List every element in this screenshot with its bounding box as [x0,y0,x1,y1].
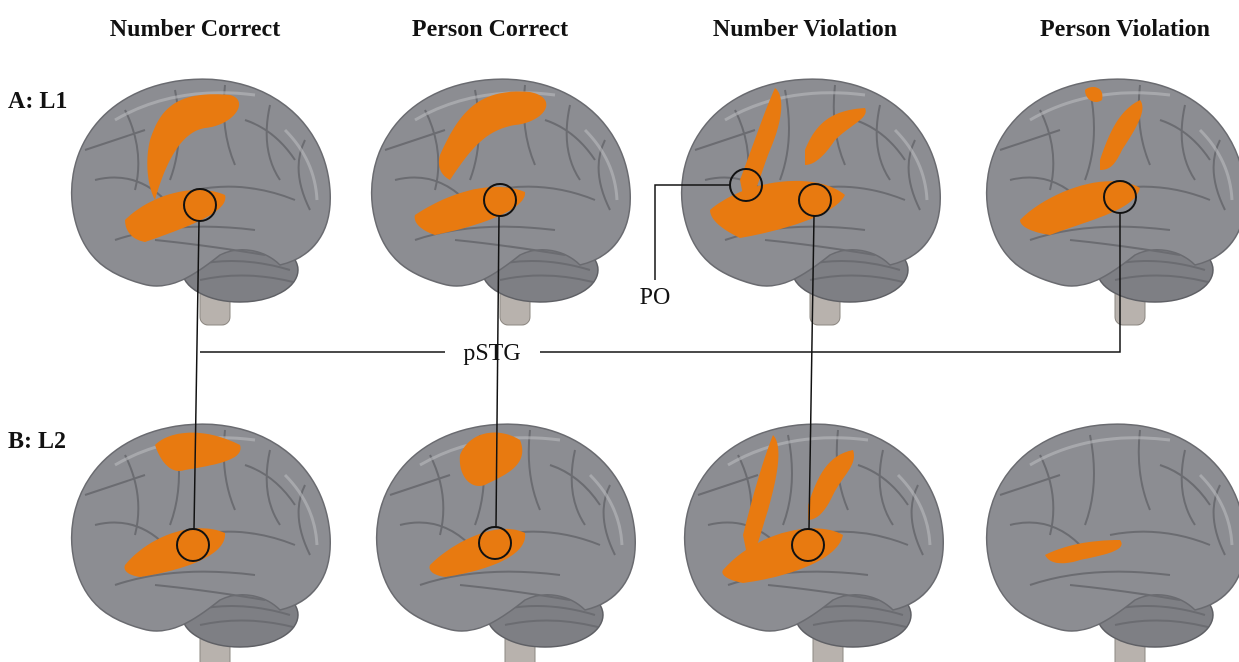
annotation: PO [640,284,671,310]
roi-markers [176,168,1137,562]
brain [683,422,945,662]
brain [375,422,637,662]
brain [70,77,332,327]
connectors [193,184,1121,530]
column-header: Number Correct [110,16,280,42]
row-label: B: L2 [8,428,66,454]
brain [70,422,332,662]
brain [985,422,1239,662]
brain [985,77,1239,327]
annotation: pSTG [463,340,520,366]
column-header: Number Violation [713,16,897,42]
column-header: Person Correct [412,16,568,42]
brain [370,77,632,327]
column-header: Person Violation [1040,16,1210,42]
column-headers: Number Correct Person Correct Number Vio… [110,16,1210,42]
row-label: A: L1 [8,88,67,114]
brain [680,77,942,327]
